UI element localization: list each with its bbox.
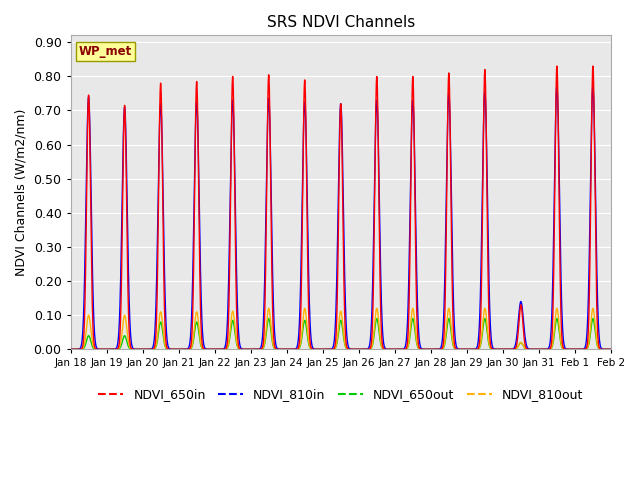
Legend: NDVI_650in, NDVI_810in, NDVI_650out, NDVI_810out: NDVI_650in, NDVI_810in, NDVI_650out, NDV… bbox=[93, 383, 588, 406]
Y-axis label: NDVI Channels (W/m2/nm): NDVI Channels (W/m2/nm) bbox=[15, 108, 28, 276]
Title: SRS NDVI Channels: SRS NDVI Channels bbox=[267, 15, 415, 30]
Text: WP_met: WP_met bbox=[79, 45, 132, 58]
